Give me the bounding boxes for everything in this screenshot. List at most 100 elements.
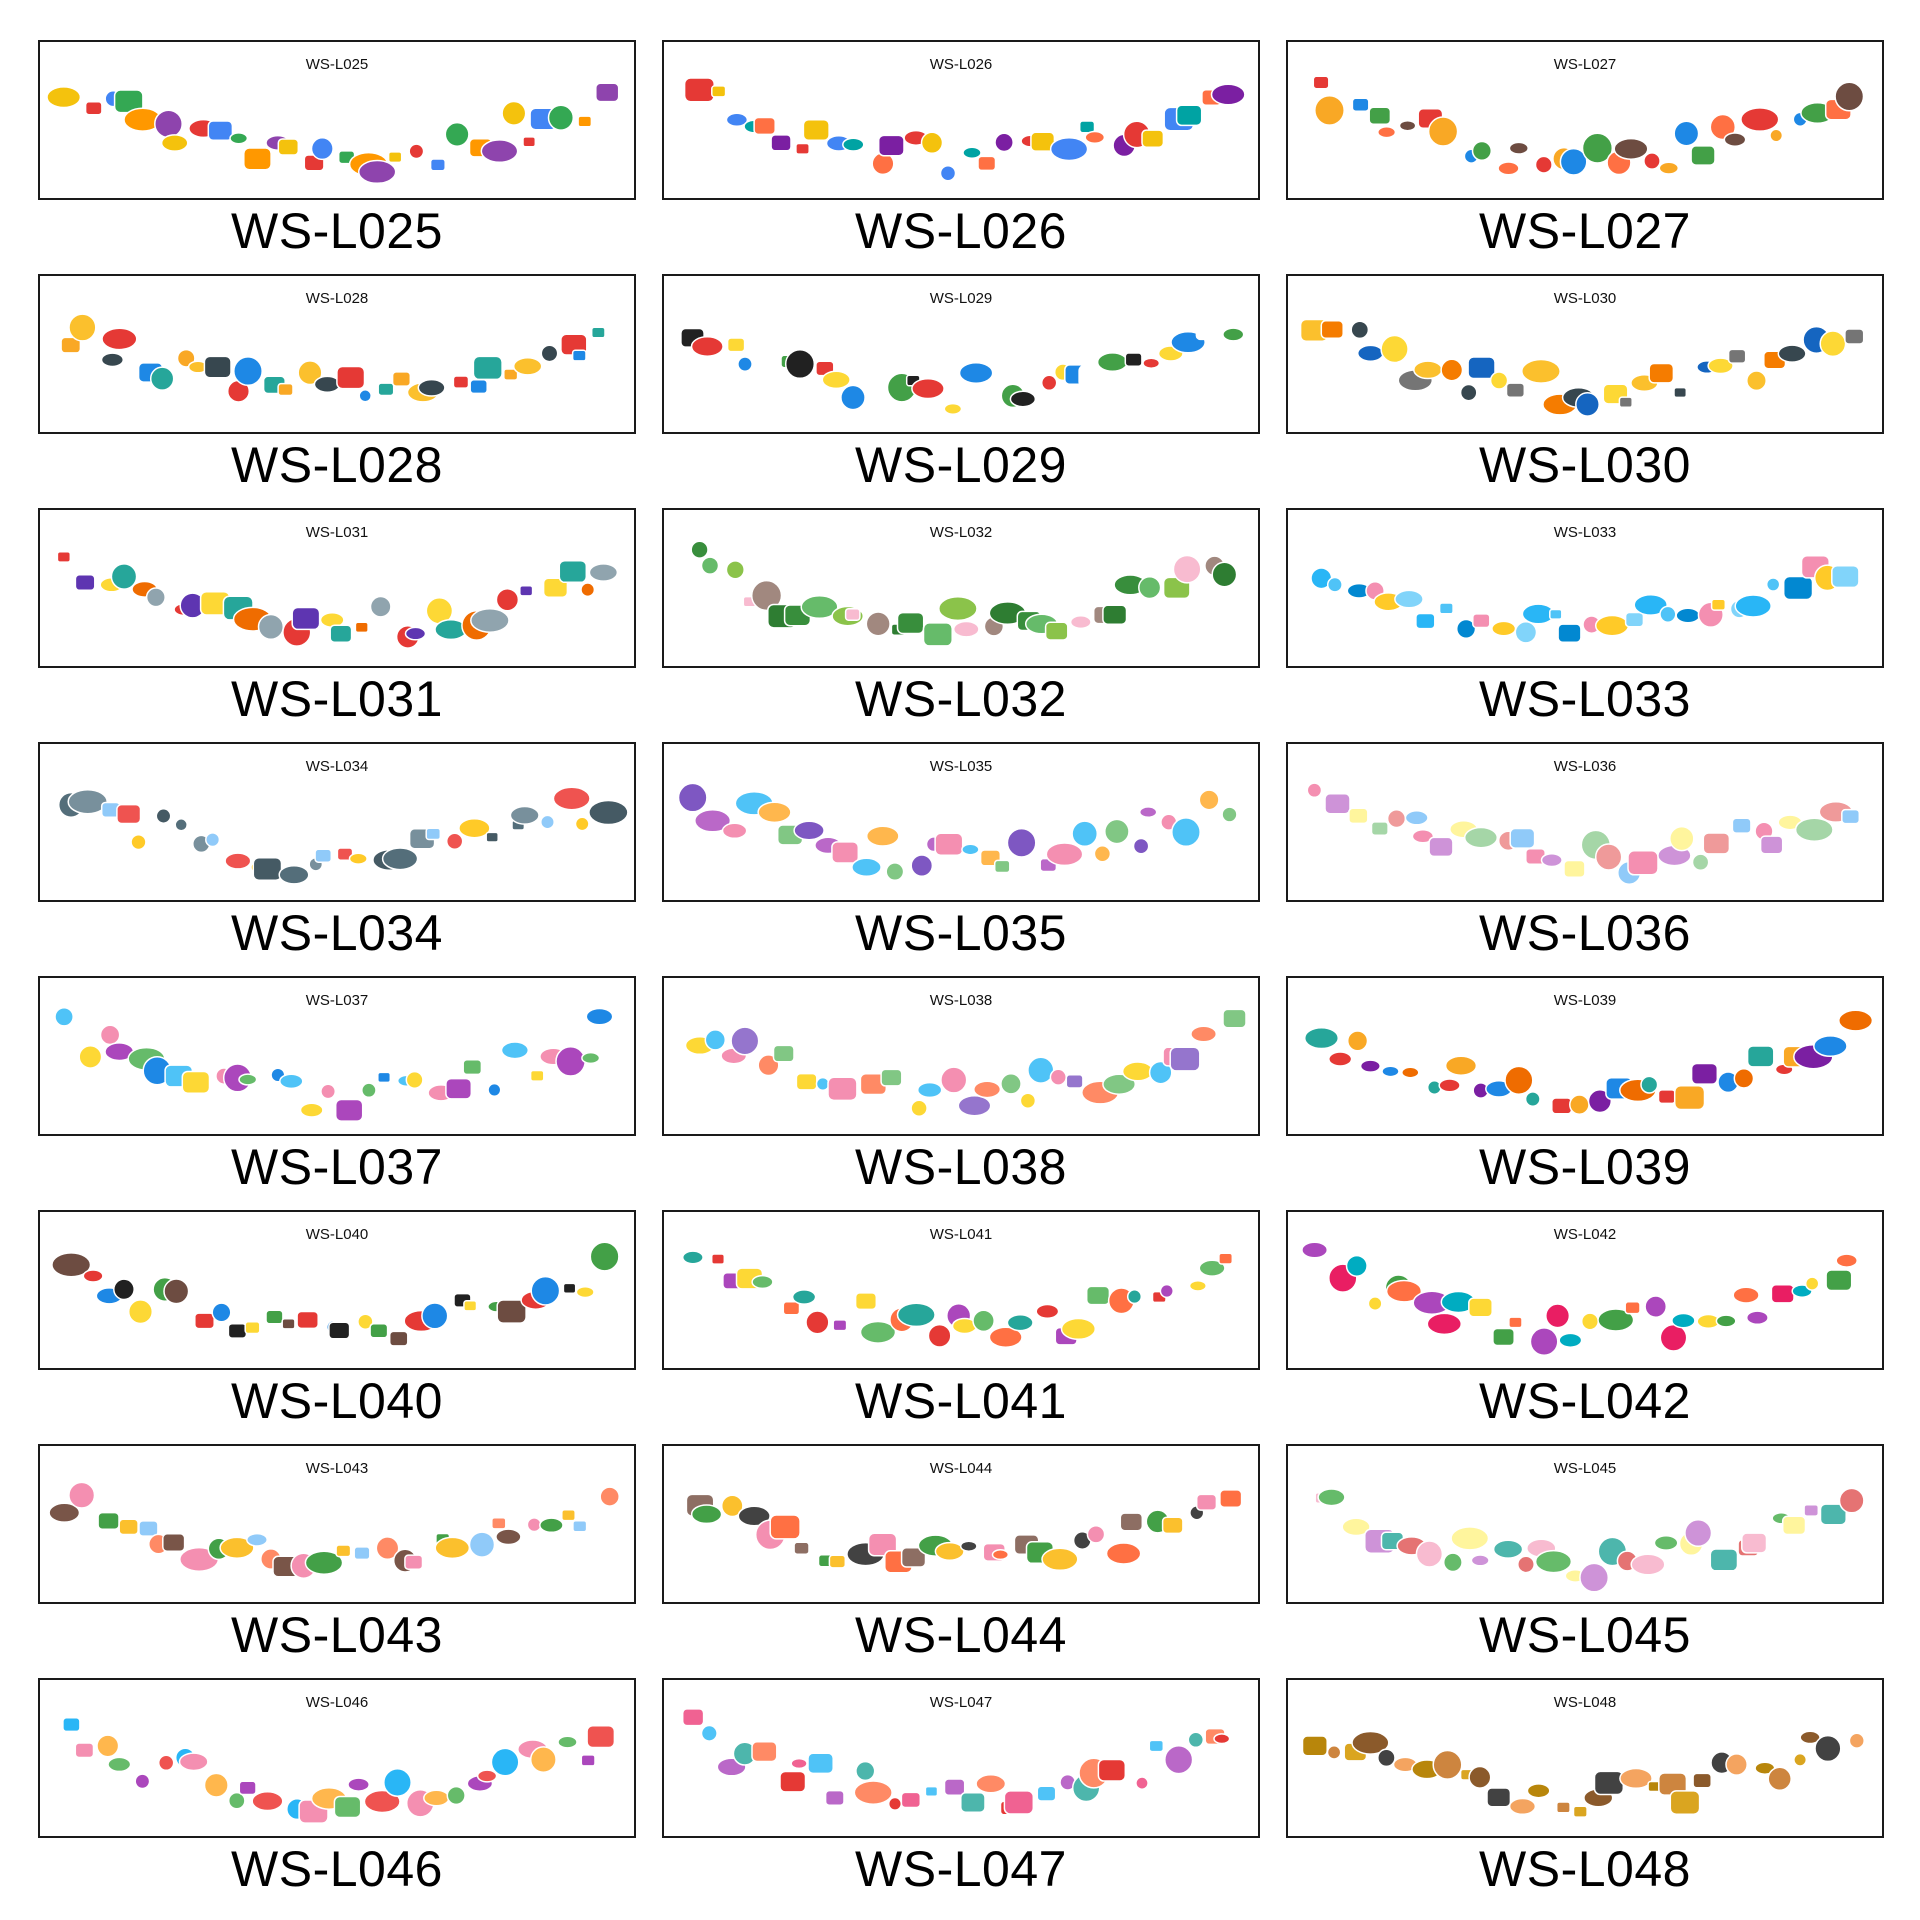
- design-cell[interactable]: WS-L031 WS-L031: [38, 508, 636, 742]
- sticker-shape: [1746, 370, 1767, 392]
- sticker-shape: [56, 551, 72, 563]
- design-cell[interactable]: WS-L032 WS-L032: [662, 508, 1260, 742]
- product-code-caption: WS-L025: [231, 203, 443, 259]
- sticker-shape: [1692, 1772, 1712, 1789]
- sticker-shape: [539, 1517, 564, 1534]
- sticker-shape: [84, 101, 103, 116]
- sticker-shape: [1793, 1752, 1808, 1767]
- sticker-shape: [1195, 323, 1217, 341]
- sticker-shape: [1630, 1553, 1666, 1576]
- sticker-shape: [859, 1320, 897, 1344]
- sticker-illustration: [56, 551, 619, 649]
- sticker-shape: [1411, 829, 1435, 844]
- sticker-shape: [1141, 129, 1165, 148]
- sticker-shape: [1198, 789, 1220, 811]
- design-cell[interactable]: WS-L039 WS-L039: [1286, 976, 1884, 1210]
- design-cell[interactable]: WS-L030 WS-L030: [1286, 274, 1884, 508]
- sticker-shape: [1581, 132, 1614, 164]
- sticker-shape: [1093, 845, 1112, 863]
- product-code-caption: WS-L046: [231, 1841, 443, 1897]
- sticker-shape: [934, 1541, 965, 1561]
- design-cell[interactable]: WS-L038 WS-L038: [662, 976, 1260, 1210]
- sticker-shape: [761, 335, 785, 351]
- sticker-shape: [1394, 589, 1424, 609]
- sticker-illustration: [1303, 1009, 1874, 1115]
- sticker-shape: [329, 624, 353, 644]
- sticker-shape: [425, 827, 442, 841]
- sticker-shape: [328, 1321, 351, 1340]
- sticker-shape: [1731, 817, 1752, 834]
- design-cell[interactable]: WS-L029 WS-L029: [662, 274, 1260, 508]
- sticker-shape: [938, 596, 978, 622]
- sticker-shape: [726, 337, 746, 353]
- sticker-shape: [581, 1051, 601, 1065]
- sticker-shape: [251, 1790, 284, 1812]
- design-cell[interactable]: WS-L042 WS-L042: [1286, 1210, 1884, 1444]
- sticker-shape: [586, 1724, 616, 1749]
- sticker-shape: [1624, 611, 1645, 628]
- sticker-shape: [1675, 607, 1701, 624]
- design-cell[interactable]: WS-L046 WS-L046: [38, 1678, 636, 1912]
- sticker-shape: [357, 159, 397, 185]
- sticker-shape: [1723, 132, 1747, 147]
- design-cell[interactable]: WS-L028 WS-L028: [38, 274, 636, 508]
- sticker-shape: [1745, 1310, 1769, 1326]
- design-cell[interactable]: WS-L034 WS-L034: [38, 742, 636, 976]
- product-code-caption: WS-L030: [1479, 437, 1691, 493]
- sticker-shape: [1142, 357, 1161, 369]
- sticker-shape: [1597, 1308, 1635, 1332]
- sticker-shape: [1381, 1065, 1400, 1078]
- sticker-shape: [865, 611, 891, 637]
- sheet-code-label: WS-L025: [305, 56, 369, 73]
- design-cell[interactable]: WS-L044 WS-L044: [662, 1444, 1260, 1678]
- design-cell[interactable]: WS-L033 WS-L033: [1286, 508, 1884, 742]
- sticker-shape: [844, 607, 861, 621]
- design-cell[interactable]: WS-L047 WS-L047: [662, 1678, 1260, 1912]
- sticker-shape: [417, 378, 446, 397]
- sticker-shape: [757, 801, 792, 824]
- sticker-shape: [952, 620, 980, 638]
- sticker-sheet: WS-L033: [1286, 508, 1884, 668]
- sticker-shape: [1346, 1030, 1369, 1052]
- sticker-shape: [1324, 793, 1351, 815]
- sticker-shape: [1819, 1503, 1847, 1526]
- sticker-shape: [720, 1494, 744, 1518]
- sticker-shape: [529, 1746, 557, 1774]
- sticker-shape: [1526, 1783, 1551, 1799]
- design-cell[interactable]: WS-L036 WS-L036: [1286, 742, 1884, 976]
- sticker-shape: [1673, 386, 1688, 399]
- design-cell[interactable]: WS-L048 WS-L048: [1286, 1678, 1884, 1912]
- sticker-shape: [737, 1505, 771, 1527]
- sticker-shape: [1370, 821, 1389, 836]
- sticker-shape: [162, 1533, 186, 1553]
- sticker-shape: [885, 862, 905, 882]
- sticker-shape: [540, 344, 559, 363]
- sticker-shape: [1071, 820, 1099, 848]
- sticker-shape: [1658, 161, 1680, 175]
- sticker-shape: [540, 814, 555, 830]
- sticker-shape: [1169, 1046, 1201, 1072]
- product-code-caption: WS-L047: [855, 1841, 1067, 1897]
- design-cell[interactable]: WS-L027 WS-L027: [1286, 40, 1884, 274]
- design-cell[interactable]: WS-L035 WS-L035: [662, 742, 1260, 976]
- sticker-shape: [1190, 1025, 1218, 1043]
- sticker-shape: [1673, 1084, 1706, 1111]
- sticker-shape: [246, 1532, 268, 1547]
- sticker-shape: [590, 326, 606, 339]
- sticker-shape: [1086, 1524, 1106, 1544]
- design-cell[interactable]: WS-L045 WS-L045: [1286, 1444, 1884, 1678]
- design-cell[interactable]: WS-L041 WS-L041: [662, 1210, 1260, 1444]
- design-cell[interactable]: WS-L043 WS-L043: [38, 1444, 636, 1678]
- sticker-shape: [580, 582, 596, 598]
- design-cell[interactable]: WS-L040 WS-L040: [38, 1210, 636, 1444]
- sticker-shape: [491, 1516, 507, 1530]
- design-cell[interactable]: WS-L026 WS-L026: [662, 40, 1260, 274]
- sticker-shape: [68, 313, 97, 342]
- sticker-shape: [1732, 1286, 1760, 1304]
- sticker-shape: [677, 782, 708, 813]
- design-cell[interactable]: WS-L025 WS-L025: [38, 40, 636, 274]
- sticker-shape: [1514, 620, 1538, 644]
- sticker-shape: [353, 1546, 371, 1561]
- sticker-shape: [404, 1554, 424, 1570]
- design-cell[interactable]: WS-L037 WS-L037: [38, 976, 636, 1210]
